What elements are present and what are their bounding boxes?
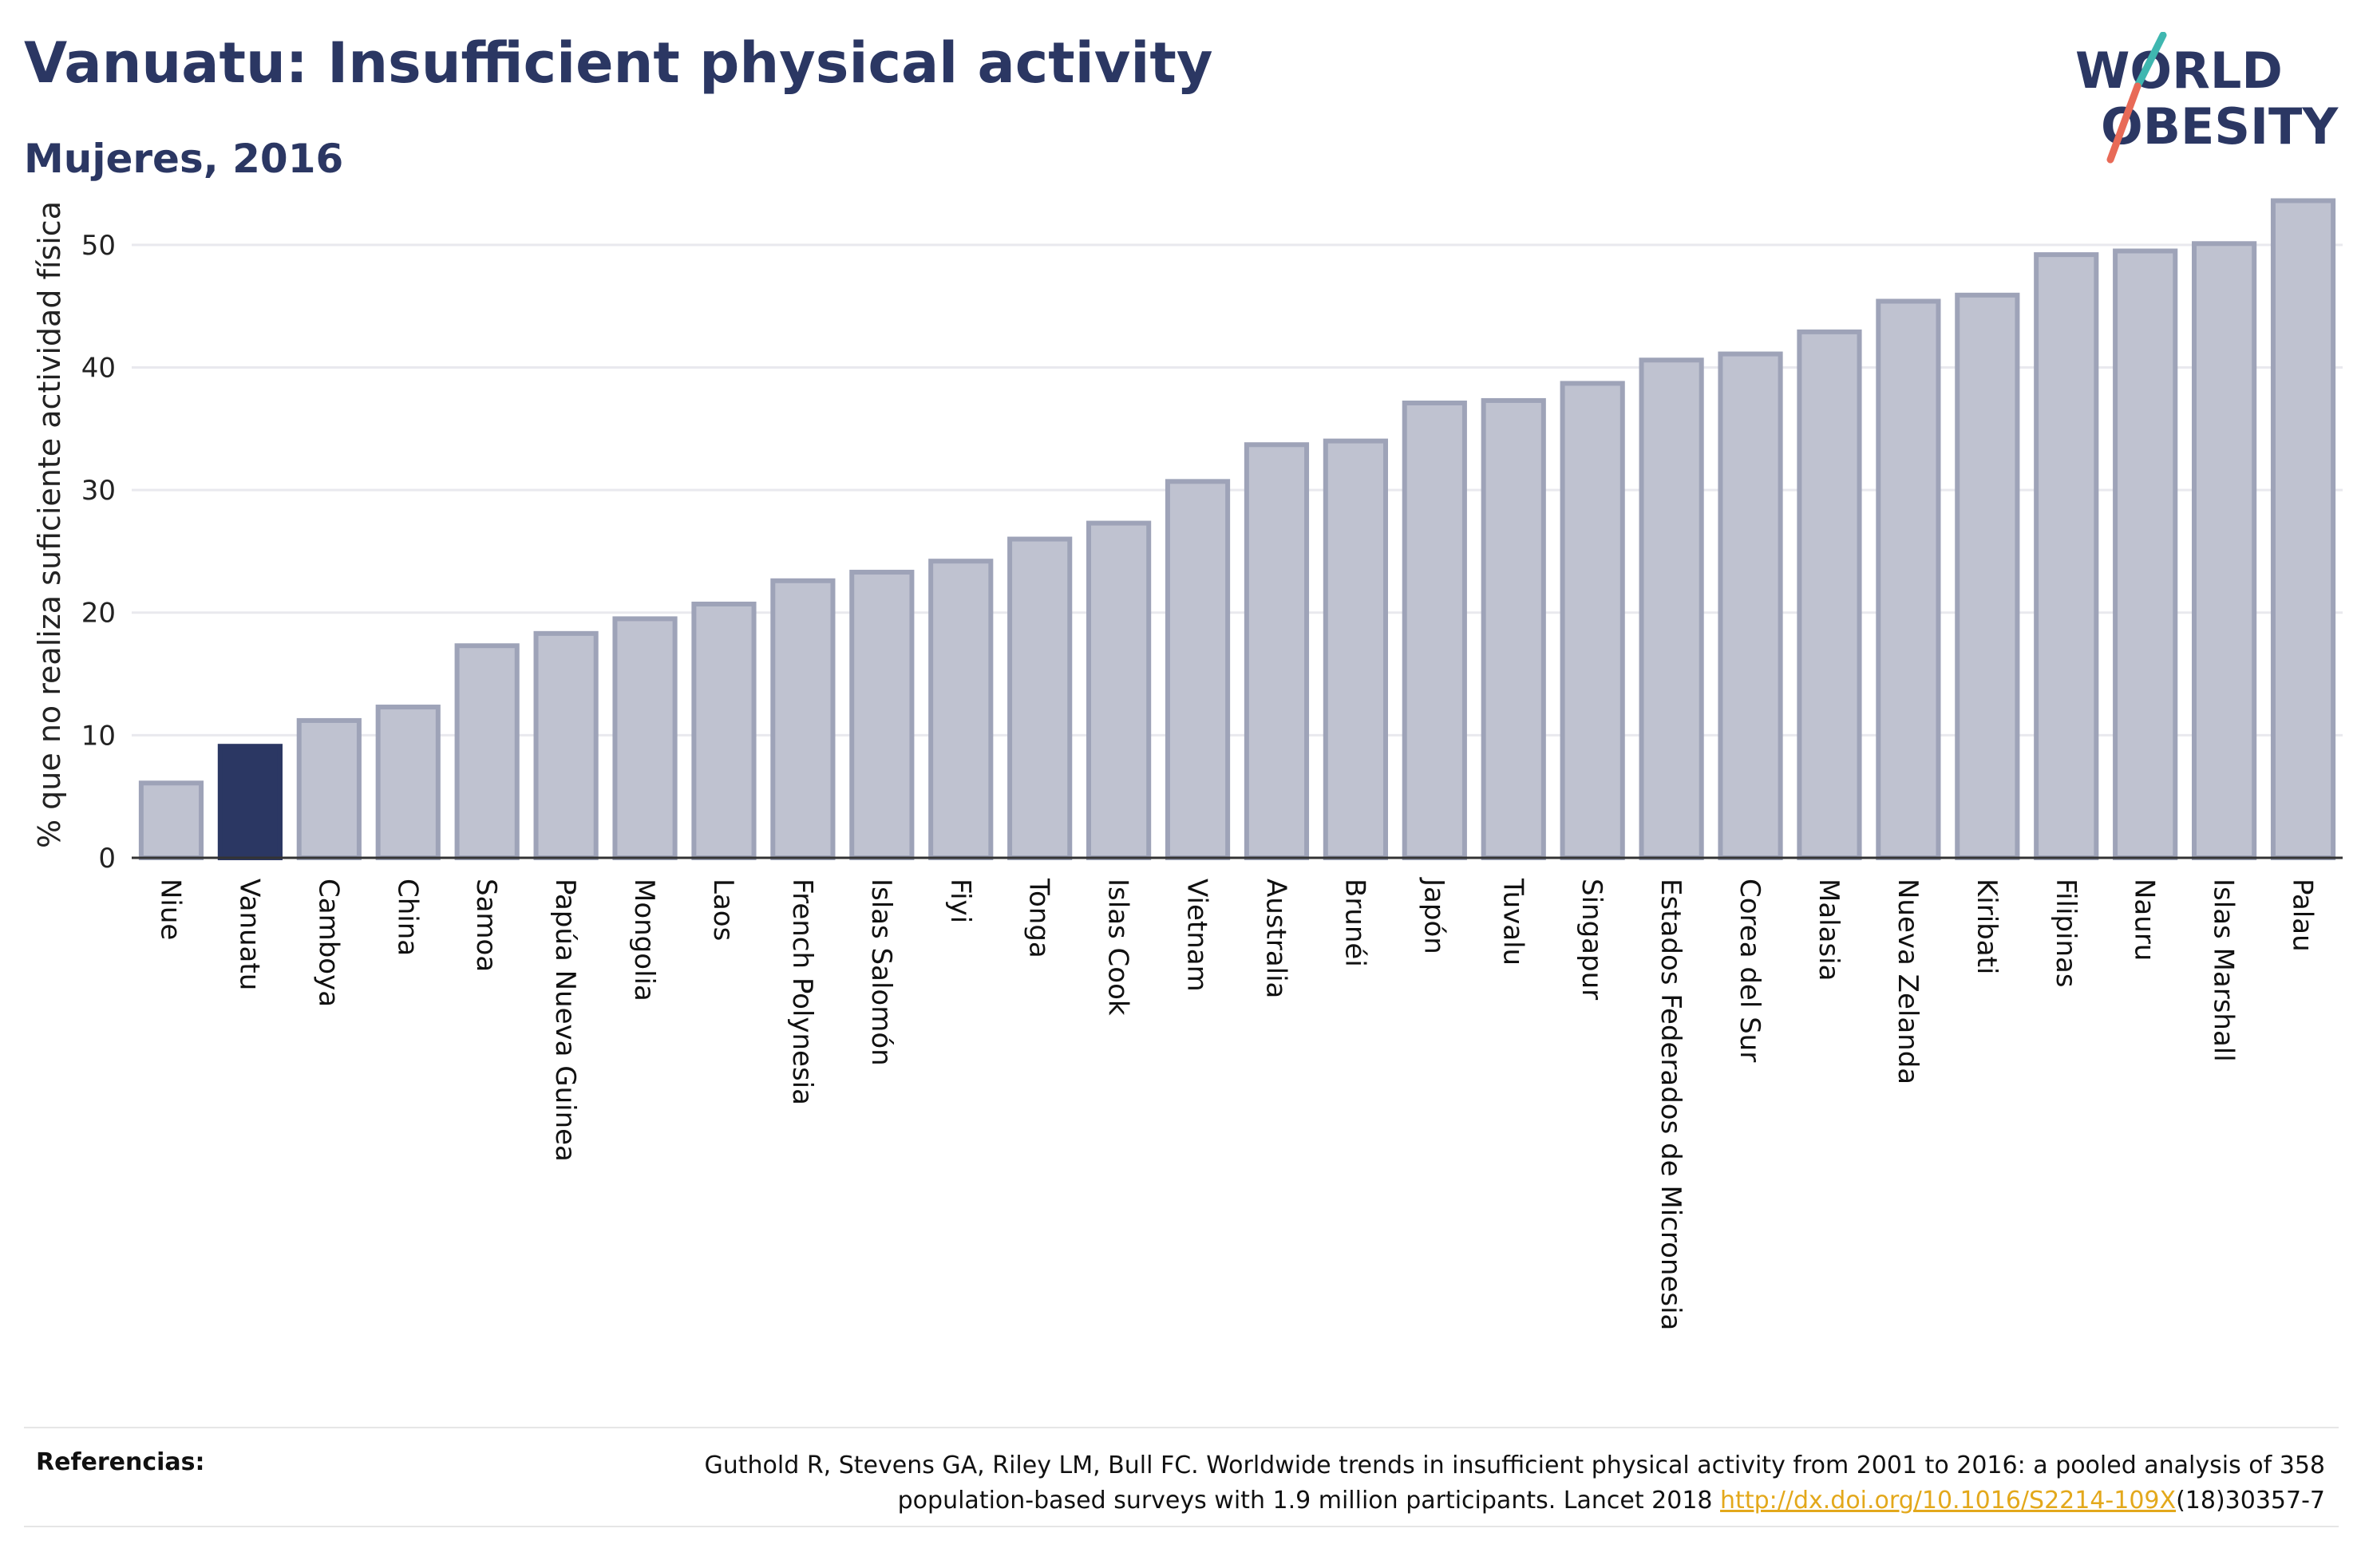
x-tick-label: Tuvalu [1497, 878, 1529, 966]
bar-brun-i [1323, 438, 1388, 860]
x-tick-label: Niue [154, 879, 186, 940]
y-tick-label: 0 [98, 843, 116, 875]
bar-malasia [1797, 329, 1862, 860]
x-tick-label: Japón [1418, 877, 1449, 954]
x-tick-label: Islas Cook [1102, 879, 1134, 1016]
y-tick-label: 20 [81, 598, 116, 630]
bar-nauru [2113, 248, 2178, 860]
x-tick-label: Filipinas [2050, 879, 2082, 988]
x-tick-label: Papúa Nueva Guinea [549, 879, 581, 1162]
x-tick-label: Laos [707, 879, 739, 941]
bar-nueva-zelanda [1876, 298, 1941, 860]
bar-chart: 0 10 20 30 40 50 % que no realiza suficiente a… [32, 198, 2343, 1330]
logo-slash-coral [2106, 82, 2142, 164]
x-tick-label: Estados Federados de Micronesia [1655, 879, 1687, 1330]
bar-camboya [296, 717, 362, 860]
y-tick-label: 30 [81, 475, 116, 507]
x-tick-label: Palau [2287, 879, 2319, 952]
bar-fiyi [928, 559, 994, 860]
logo-slash-teal [2134, 32, 2167, 90]
x-tick-label: Vanuatu [233, 879, 265, 990]
x-tick-label: Nauru [2129, 879, 2161, 961]
reference-line-2-prefix: population-based surveys with 1.9 millio… [897, 1487, 1721, 1515]
x-tick-label: Mongolia [628, 879, 660, 1001]
bar-australia [1244, 442, 1310, 860]
logo-line-1: WORLD [2075, 41, 2283, 100]
bar-jap-n [1402, 401, 1467, 860]
y-tick-label: 40 [81, 352, 116, 384]
x-tick-label: Kiribati [1971, 879, 2003, 974]
references-text: Guthold R, Stevens GA, Riley LM, Bull FC… [569, 1448, 2325, 1519]
x-tick-label: Islas Marshall [2208, 879, 2240, 1062]
x-tick-label: Fiyi [944, 879, 976, 923]
x-tick-label: Islas Salomón [865, 879, 897, 1066]
x-tick-label: Samoa [470, 879, 502, 972]
bar-filipinas [2034, 252, 2099, 861]
chart-subtitle: Mujeres, 2016 [24, 136, 344, 182]
bar-china [375, 705, 441, 861]
x-tick-label: Brunéi [1339, 879, 1370, 967]
bar-niue [138, 780, 204, 860]
x-tick-label: Malasia [1813, 879, 1845, 981]
bar-vietnam [1165, 479, 1231, 860]
bar-laos [691, 601, 757, 860]
x-tick-label: Vietnam [1181, 879, 1213, 992]
references-bottom-divider [24, 1526, 2339, 1527]
x-tick-label: Nueva Zelanda [1892, 879, 1924, 1084]
bar-palau [2270, 198, 2336, 860]
x-tick-label: Corea del Sur [1734, 879, 1766, 1062]
y-tick-label: 50 [81, 230, 116, 262]
bar-mongolia [612, 616, 678, 861]
logo-line-2: OBESITY [2101, 97, 2339, 156]
reference-line-1: Guthold R, Stevens GA, Riley LM, Bull FC… [704, 1451, 2325, 1479]
bar-samoa [454, 643, 520, 861]
bar-islas-salom-n [849, 570, 915, 860]
bar-corea-del-sur [1718, 351, 1783, 860]
x-tick-label: Tonga [1023, 878, 1055, 958]
x-tick-label: Singapur [1576, 879, 1608, 1000]
bar-islas-cook [1086, 520, 1152, 861]
bar-kiribati [1955, 292, 2020, 860]
reference-doi-link[interactable]: http://dx.doi.org/10.1016/S2214-109X [1720, 1487, 2177, 1515]
references-top-divider [24, 1427, 2339, 1428]
x-tick-label: Australia [1260, 879, 1291, 998]
references-label: Referencias: [36, 1448, 205, 1476]
bar-singapur [1560, 381, 1625, 861]
x-tick-label: China [391, 879, 423, 956]
x-tick-label: French Polynesia [786, 879, 818, 1105]
y-tick-label: 10 [81, 720, 116, 752]
bar-vanuatu [217, 744, 283, 861]
world-obesity-logo: WORLD OBESITY [2075, 32, 2339, 164]
y-axis-label: % que no realiza suficiente actividad fí… [32, 201, 67, 848]
bar-estados-federados-de-micronesia [1639, 357, 1704, 860]
x-tick-label: Camboya [312, 879, 344, 1007]
bar-tonga [1007, 536, 1073, 861]
bar-islas-marshall [2192, 241, 2257, 861]
bar-pap-a-nueva-guinea [533, 630, 599, 860]
reference-line-2-suffix: (18)30357-7 [2176, 1487, 2325, 1515]
bar-tuvalu [1481, 397, 1546, 861]
bar-french-polynesia [770, 578, 836, 860]
chart-title: Vanuatu: Insufficient physical activity [24, 30, 1213, 96]
